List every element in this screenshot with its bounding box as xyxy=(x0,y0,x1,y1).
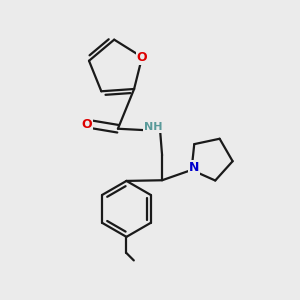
Text: O: O xyxy=(82,118,92,131)
Text: N: N xyxy=(189,161,199,174)
Text: NH: NH xyxy=(144,122,163,132)
Text: O: O xyxy=(137,51,147,64)
